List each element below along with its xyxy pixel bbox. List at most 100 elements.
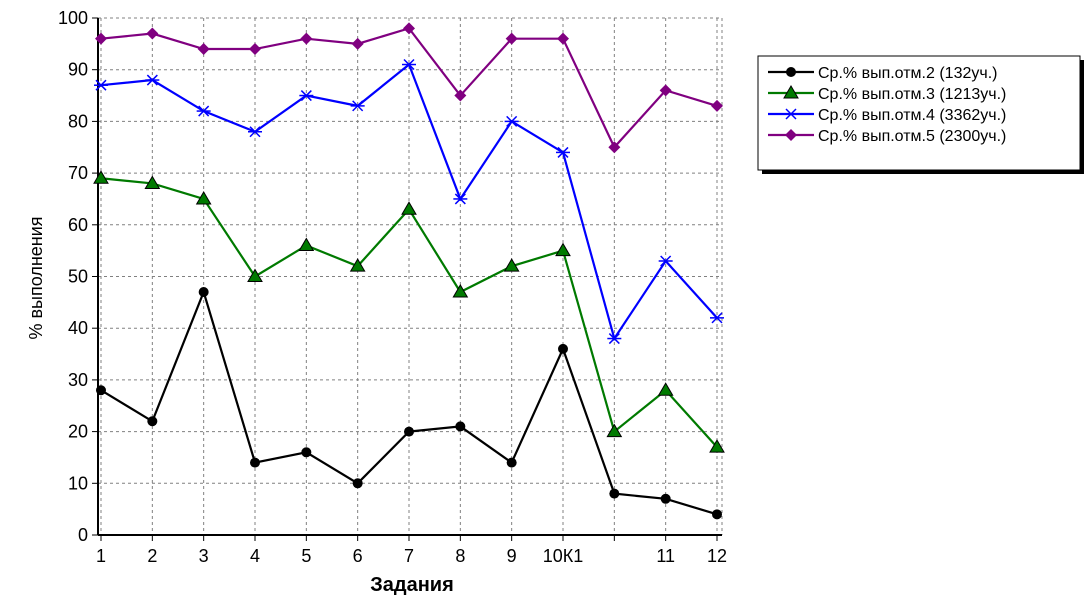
y-tick-label: 60 (68, 215, 88, 235)
legend-label: Ср.% вып.отм.3 (1213уч.) (818, 86, 1006, 103)
data-point (455, 421, 466, 432)
x-axis-label: Задания (370, 574, 454, 596)
x-tick-label: 3 (199, 546, 209, 566)
series-2 (93, 170, 725, 453)
y-tick-label: 50 (68, 267, 88, 287)
series-3 (94, 58, 724, 345)
data-point (404, 426, 414, 437)
x-tick-label: 1 (96, 546, 106, 566)
data-point (197, 43, 210, 56)
data-point (299, 90, 314, 102)
legend: Ср.% вып.отм.2 (132уч.) Ср.% вып.отм.3 (1… (757, 55, 1084, 174)
data-point (710, 312, 724, 324)
data-point (350, 100, 365, 112)
y-tick-label: 100 (58, 8, 88, 28)
x-tick-label: 11 (656, 546, 675, 566)
y-tick-label: 70 (68, 163, 88, 183)
legend-entry: Ср.% вып.отм.4 (3362уч.) (768, 107, 1006, 124)
data-point (454, 89, 467, 102)
data-point (606, 423, 623, 438)
data-point (249, 43, 261, 56)
legend-marker (785, 129, 797, 141)
data-point (657, 382, 674, 396)
legend-marker (784, 108, 798, 120)
data-point (300, 32, 313, 45)
data-point (247, 268, 263, 282)
data-point (402, 58, 416, 71)
x-tick-label: 2 (147, 546, 157, 566)
data-point (453, 193, 468, 205)
data-point (403, 22, 415, 35)
data-point (608, 141, 621, 154)
legend-marker (786, 67, 796, 77)
data-point (95, 32, 107, 45)
data-point (658, 255, 673, 267)
data-point (93, 170, 109, 184)
data-point (301, 447, 312, 458)
x-tick-label: 12 (707, 546, 727, 566)
y-tick-label: 20 (68, 422, 88, 442)
x-tick-label: 7 (404, 546, 414, 566)
legend-entry: Ср.% вып.отм.5 (2300уч.) (768, 128, 1006, 145)
data-point (349, 258, 366, 272)
data-point (503, 258, 520, 272)
legend-label: Ср.% вып.отм.4 (3362уч.) (818, 107, 1006, 124)
series-group (93, 22, 725, 520)
data-point (147, 416, 158, 427)
legend-label: Ср.% вып.отм.2 (132уч.) (818, 65, 997, 82)
data-point (248, 126, 262, 138)
data-point (505, 32, 518, 45)
data-point (401, 201, 417, 215)
data-point (712, 509, 722, 520)
data-point (607, 333, 622, 345)
y-tick-label: 90 (68, 60, 88, 80)
y-tick-label: 10 (68, 473, 88, 493)
legend-entry: Ср.% вып.отм.2 (132уч.) (768, 65, 997, 82)
x-tick-label: 4 (250, 546, 260, 566)
legend-label: Ср.% вып.отм.5 (2300уч.) (818, 128, 1006, 145)
data-point (557, 32, 569, 45)
x-tick-label: 8 (455, 546, 465, 566)
data-point (609, 488, 620, 499)
data-point (144, 175, 161, 189)
data-point (352, 478, 363, 489)
series-line (100, 27, 718, 150)
data-point (250, 457, 260, 468)
data-point (94, 79, 108, 91)
data-point (709, 439, 725, 453)
x-tick-label: 5 (301, 546, 311, 566)
y-axis-label: % выполнения (26, 216, 46, 339)
data-point (506, 457, 517, 468)
series-4 (95, 22, 723, 154)
data-point (504, 115, 519, 127)
data-point (196, 105, 211, 117)
legend-marker (783, 85, 799, 99)
y-tick-label: 30 (68, 370, 88, 390)
y-tick-label: 0 (78, 525, 88, 545)
y-tick-label: 40 (68, 318, 88, 338)
x-tick-label: 9 (507, 546, 517, 566)
legend-box (757, 55, 1081, 171)
data-point (659, 84, 672, 97)
grid (98, 17, 723, 535)
x-tick-label: 10К1 (543, 546, 584, 566)
data-point (452, 284, 469, 298)
data-point (195, 190, 212, 205)
data-point (555, 242, 571, 257)
data-point (198, 287, 209, 298)
data-point (660, 493, 671, 504)
data-point (298, 237, 315, 251)
data-point (145, 74, 160, 86)
x-tick-label: 6 (353, 546, 363, 566)
data-point (556, 146, 570, 158)
data-point (558, 343, 568, 354)
data-point (146, 27, 159, 40)
data-point (351, 37, 364, 50)
y-tick-label: 80 (68, 111, 88, 131)
legend-entry: Ср.% вып.отм.3 (1213уч.) (768, 85, 1006, 103)
data-point (711, 99, 723, 112)
series-1 (96, 287, 722, 520)
data-point (96, 385, 106, 396)
